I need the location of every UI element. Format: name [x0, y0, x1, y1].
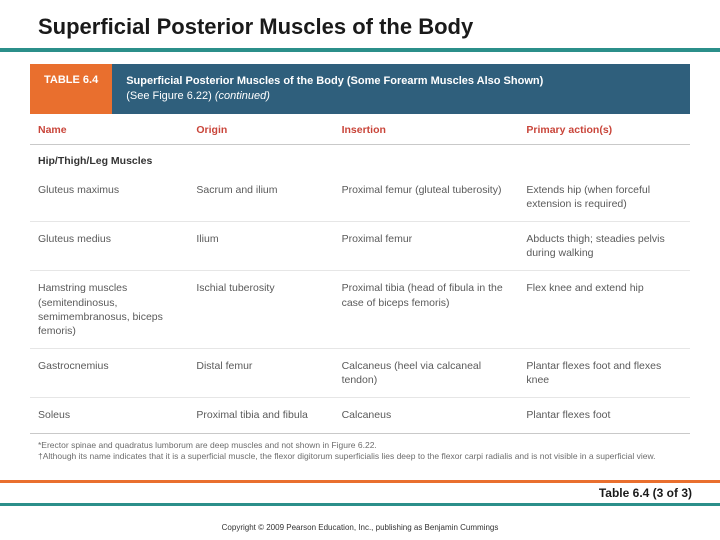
slide-title: Superficial Posterior Muscles of the Bod…: [0, 0, 720, 46]
section-heading: Hip/Thigh/Leg Muscles: [30, 144, 690, 173]
cell-origin: Ischial tuberosity: [188, 271, 333, 349]
cell-insertion: Proximal femur (gluteal tuberosity): [334, 173, 519, 222]
cell-action: Plantar flexes foot: [518, 398, 690, 433]
cell-action: Plantar flexes foot and flexes knee: [518, 349, 690, 398]
cell-origin: Sacrum and ilium: [188, 173, 333, 222]
table-banner-title: Superficial Posterior Muscles of the Bod…: [112, 64, 690, 114]
cell-origin: Distal femur: [188, 349, 333, 398]
cell-name: Soleus: [30, 398, 188, 433]
cell-origin: Ilium: [188, 222, 333, 271]
table-caption: Table 6.4 (3 of 3): [0, 480, 720, 506]
table-row: Gastrocnemius Distal femur Calcaneus (he…: [30, 349, 690, 398]
cell-insertion: Calcaneus (heel via calcaneal tendon): [334, 349, 519, 398]
cell-name: Gastrocnemius: [30, 349, 188, 398]
table-row: Gluteus maximus Sacrum and ilium Proxima…: [30, 173, 690, 222]
col-header-insertion: Insertion: [334, 114, 519, 145]
table-number-badge: TABLE 6.4: [30, 64, 112, 114]
table-header-row: Name Origin Insertion Primary action(s): [30, 114, 690, 145]
cell-insertion: Proximal tibia (head of fibula in the ca…: [334, 271, 519, 349]
col-header-name: Name: [30, 114, 188, 145]
footnote-b: †Although its name indicates that it is …: [38, 451, 682, 462]
table-row: Soleus Proximal tibia and fibula Calcane…: [30, 398, 690, 433]
banner-title-bold: Superficial Posterior Muscles of the Bod…: [126, 75, 543, 87]
cell-insertion: Proximal femur: [334, 222, 519, 271]
copyright-line: Copyright © 2009 Pearson Education, Inc.…: [0, 523, 720, 532]
cell-name: Gluteus maximus: [30, 173, 188, 222]
footnotes: *Erector spinae and quadratus lumborum a…: [30, 434, 690, 462]
cell-name: Gluteus medius: [30, 222, 188, 271]
footnote-a: *Erector spinae and quadratus lumborum a…: [38, 440, 682, 451]
muscles-table: Name Origin Insertion Primary action(s) …: [30, 114, 690, 434]
banner-continued: (continued): [215, 90, 270, 102]
table-container: TABLE 6.4 Superficial Posterior Muscles …: [30, 64, 690, 462]
table-row: Gluteus medius Ilium Proximal femur Abdu…: [30, 222, 690, 271]
section-heading-row: Hip/Thigh/Leg Muscles: [30, 144, 690, 173]
table-banner: TABLE 6.4 Superficial Posterior Muscles …: [30, 64, 690, 114]
banner-see-figure: (See Figure 6.22): [126, 90, 212, 102]
title-rule: [0, 48, 720, 52]
table-row: Hamstring muscles (semitendinosus, semim…: [30, 271, 690, 349]
cell-name: Hamstring muscles (semitendinosus, semim…: [30, 271, 188, 349]
cell-action: Abducts thigh; steadies pelvis during wa…: [518, 222, 690, 271]
col-header-origin: Origin: [188, 114, 333, 145]
cell-action: Flex knee and extend hip: [518, 271, 690, 349]
cell-origin: Proximal tibia and fibula: [188, 398, 333, 433]
col-header-action: Primary action(s): [518, 114, 690, 145]
cell-action: Extends hip (when forceful extension is …: [518, 173, 690, 222]
cell-insertion: Calcaneus: [334, 398, 519, 433]
